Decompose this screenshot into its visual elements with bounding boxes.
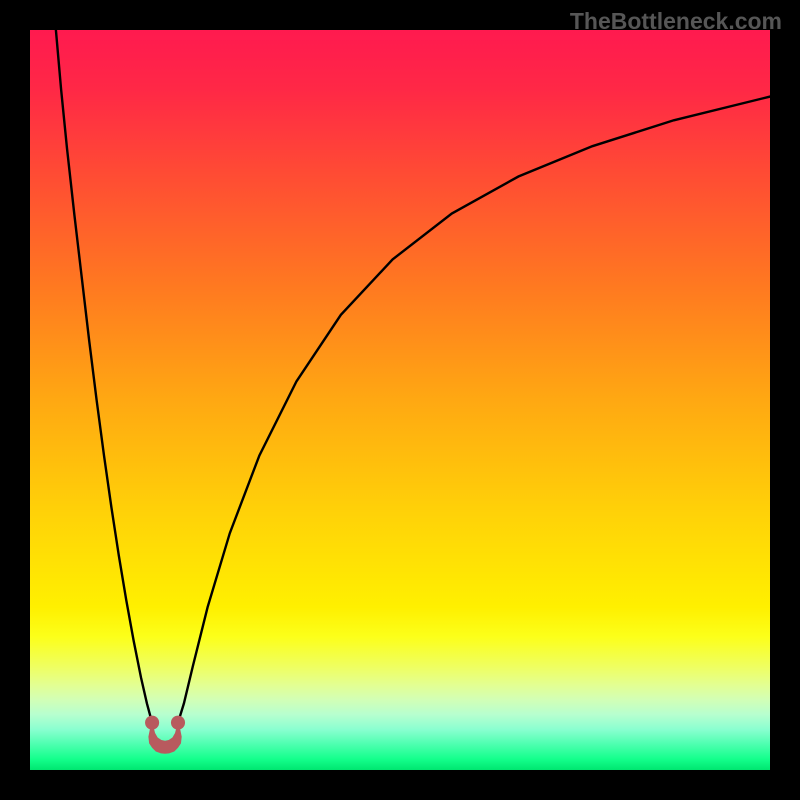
plot-svg <box>30 30 770 770</box>
dip-cap-left <box>145 716 159 730</box>
gradient-background <box>30 30 770 770</box>
plot-area <box>30 30 770 770</box>
watermark-text: TheBottleneck.com <box>570 8 782 35</box>
dip-cap-right <box>171 716 185 730</box>
